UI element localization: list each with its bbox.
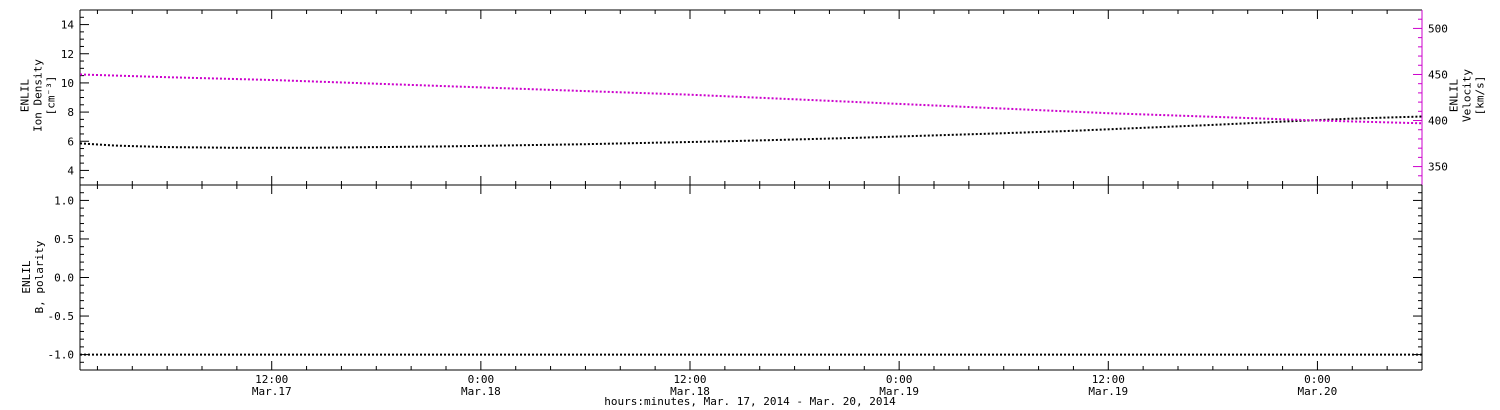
x-tick-date: Mar.19: [1088, 385, 1128, 398]
panel-bottom: -1.0-0.50.00.51.012:00Mar.170:00Mar.1812…: [48, 184, 1423, 398]
axis-label-line: Ion Density: [31, 59, 45, 132]
axis-label-line: B, polarity: [33, 240, 46, 314]
y-tick-label: 4: [67, 164, 74, 177]
top-x-ticks: [96, 10, 1388, 185]
y-tick-label: -1.0: [48, 349, 75, 362]
x-tick-date: Mar.20: [1298, 385, 1338, 398]
y-tick-label: 10: [61, 77, 74, 90]
x-tick-time: 0:00: [886, 373, 913, 386]
axis-label-line: [km/s]: [1473, 75, 1487, 116]
series-ion-density: [79, 115, 1423, 149]
x-tick-date: Mar.19: [879, 385, 919, 398]
polarity-axis-label: ENLIL B, polarity: [20, 222, 46, 332]
x-tick-time: 12:00: [1092, 373, 1125, 386]
y-tick-label: 350: [1428, 161, 1448, 174]
bottom-y-ticks-left: [80, 192, 89, 363]
y-tick-label: 500: [1428, 22, 1448, 35]
x-tick-time: 12:00: [673, 373, 706, 386]
axis-label-line: ENLIL: [18, 78, 32, 113]
bottom-y-ticks-right: [1413, 192, 1422, 363]
top-y-ticks-right: [1413, 18, 1422, 177]
top-y-labels-left: 4 6 8 10 12 14: [61, 19, 75, 178]
y-tick-label: 0.5: [54, 233, 74, 246]
density-axis-label: ENLIL Ion Density [cm⁻³]: [19, 41, 58, 151]
y-tick-label: -0.5: [48, 310, 75, 323]
y-tick-label: 0.0: [54, 272, 74, 285]
series-velocity: [79, 73, 1423, 125]
x-tick-time: 0:00: [1304, 373, 1331, 386]
y-tick-label: 8: [67, 106, 74, 119]
panel-top: 4 6 8 10 12 14 350 400 450 500: [61, 9, 1448, 186]
y-tick-label: 1.0: [54, 194, 74, 207]
top-y-ticks-left: [80, 16, 89, 179]
y-tick-label: 14: [61, 19, 75, 32]
x-tick-time: 0:00: [468, 373, 495, 386]
y-tick-label: 450: [1428, 68, 1448, 81]
x-tick-date: Mar.18: [670, 385, 710, 398]
axis-label-line: Velocity: [1460, 69, 1474, 122]
x-tick-date: Mar.18: [461, 385, 501, 398]
bottom-x-ticks: [96, 185, 1388, 370]
axis-label-line: ENLIL: [1447, 78, 1461, 113]
axis-label-line: ENLIL: [20, 260, 33, 294]
x-tick-time: 12:00: [255, 373, 288, 386]
x-tick-labels: 12:00Mar.170:00Mar.1812:00Mar.180:00Mar.…: [252, 373, 1337, 398]
top-y-labels-right: 350 400 450 500: [1428, 22, 1448, 173]
y-tick-label: 400: [1428, 115, 1448, 128]
velocity-axis-label: ENLIL Velocity [km/s]: [1448, 41, 1487, 151]
bottom-y-labels-left: -1.0 -0.5 0.0 0.5 1.0: [48, 194, 75, 361]
axis-label-line: [cm⁻³]: [44, 75, 58, 116]
y-tick-label: 12: [61, 48, 74, 61]
x-tick-date: Mar.17: [252, 385, 292, 398]
y-tick-label: 6: [67, 135, 74, 148]
x-axis-caption: hours:minutes, Mar. 17, 2014 - Mar. 20, …: [604, 395, 896, 408]
